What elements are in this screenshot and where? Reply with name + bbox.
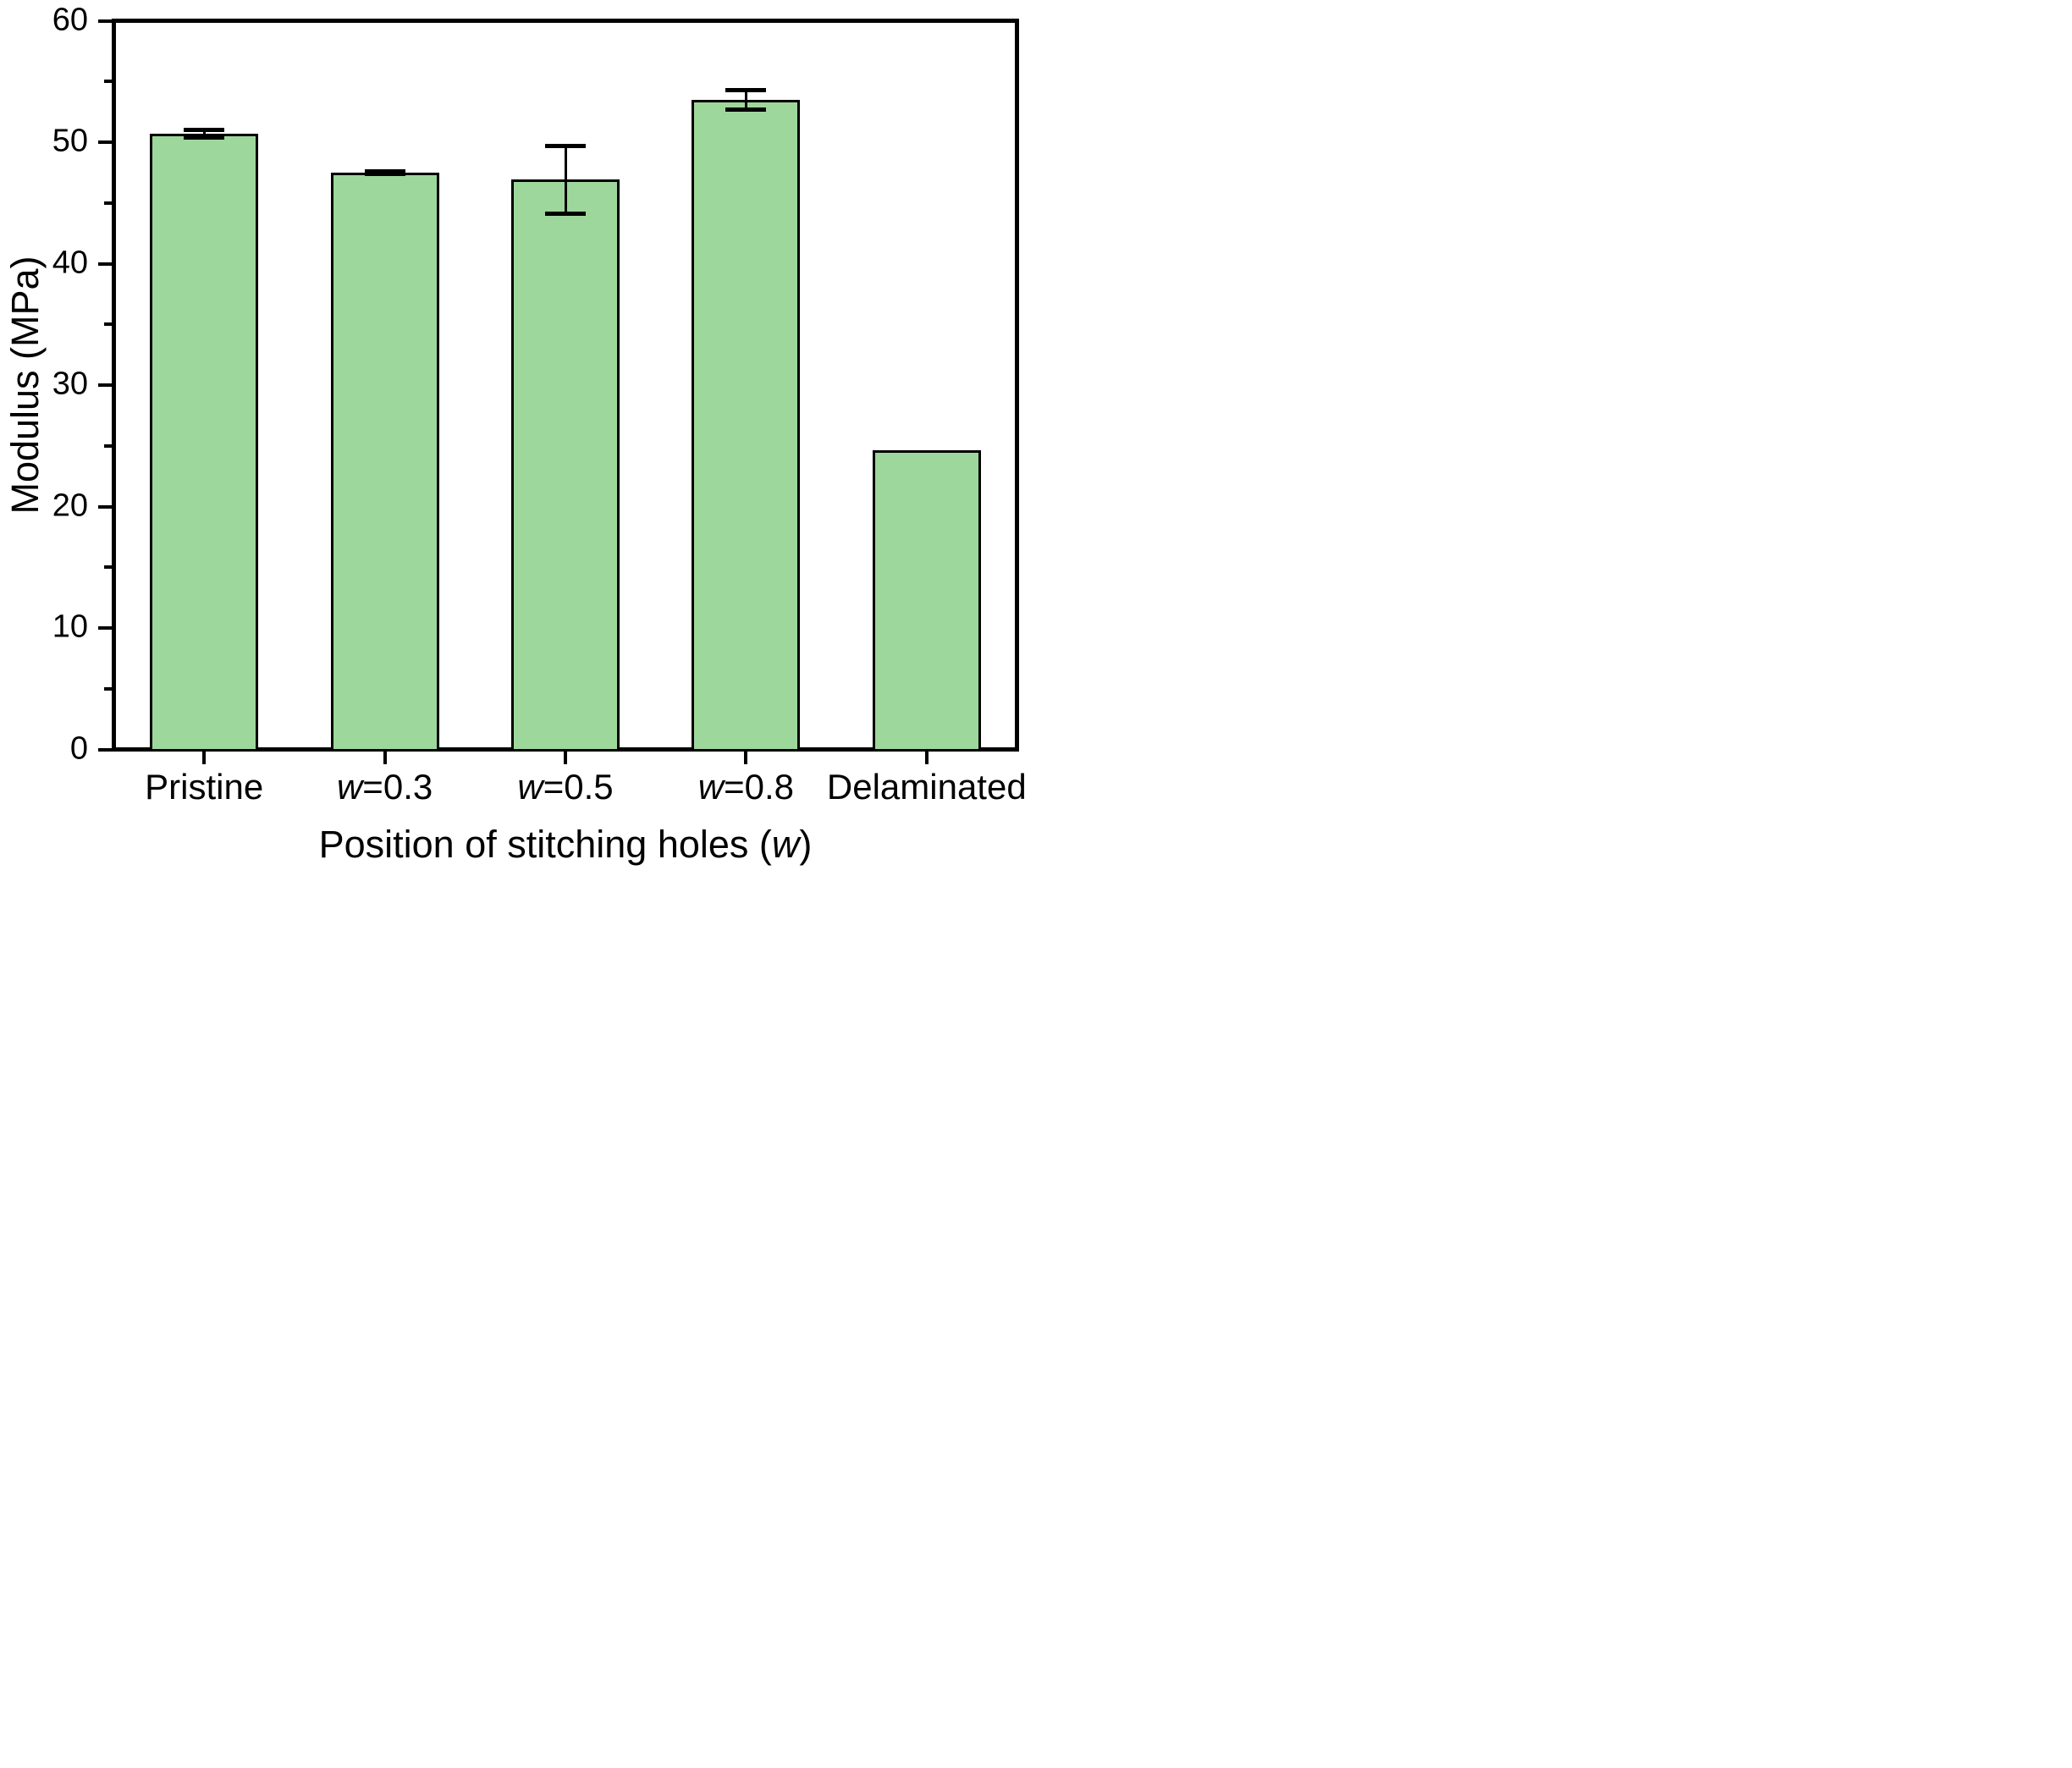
x-tick: [924, 752, 929, 764]
x-tick: [564, 752, 567, 764]
y-major-tick: [98, 626, 112, 630]
error-bar-whisker: [202, 129, 206, 138]
y-tick-label: 10: [52, 609, 88, 645]
y-major-tick: [98, 140, 112, 144]
y-tick-label: 30: [52, 366, 88, 402]
y-minor-tick: [104, 322, 112, 327]
y-minor-tick: [104, 80, 112, 84]
x-tick-label: w=0.8: [697, 767, 795, 807]
x-axis-title: Position of stitching holes (w): [318, 823, 813, 866]
y-minor-tick: [104, 201, 112, 205]
y-major-tick: [98, 383, 112, 387]
error-bar-whisker: [744, 90, 747, 110]
bar-w-0-3: [330, 172, 439, 752]
y-major-tick: [98, 19, 112, 23]
error-bar-cap-bottom: [364, 171, 405, 176]
x-tick-label: w=0.5: [517, 767, 614, 807]
x-tick: [202, 752, 207, 764]
y-major-tick: [98, 504, 112, 509]
x-tick: [383, 752, 387, 764]
error-bar-cap-bottom: [184, 135, 225, 140]
y-minor-tick: [104, 565, 112, 570]
y-tick-label: 60: [52, 2, 88, 38]
x-tick: [744, 752, 748, 764]
y-tick-label: 20: [52, 487, 88, 524]
error-bar-whisker: [564, 146, 567, 214]
error-bar-cap-top: [725, 87, 767, 92]
y-minor-tick: [104, 443, 112, 448]
y-major-tick: [98, 747, 112, 752]
bar-pristine: [150, 133, 259, 752]
error-bar-cap-bottom: [725, 107, 767, 112]
x-tick-label: Delaminated: [826, 767, 1027, 807]
bar-w-0-8: [692, 99, 801, 752]
y-minor-tick: [104, 686, 112, 691]
y-tick-label: 40: [52, 245, 88, 281]
y-tick-label: 0: [69, 730, 88, 767]
error-bar-cap-top: [184, 128, 225, 133]
error-bar-cap-top: [545, 143, 586, 148]
error-bar-cap-bottom: [545, 212, 586, 217]
bar-chart-figure: Modulus (MPa) Position of stitching hole…: [0, 0, 1036, 884]
y-tick-label: 50: [52, 123, 88, 159]
x-tick-label: w=0.3: [336, 767, 433, 807]
x-tick-label: Pristine: [145, 767, 264, 807]
y-major-tick: [98, 262, 112, 266]
bar-w-0-5: [511, 179, 620, 752]
bar-delaminated: [872, 450, 981, 752]
error-bar-cap-top: [364, 168, 405, 173]
